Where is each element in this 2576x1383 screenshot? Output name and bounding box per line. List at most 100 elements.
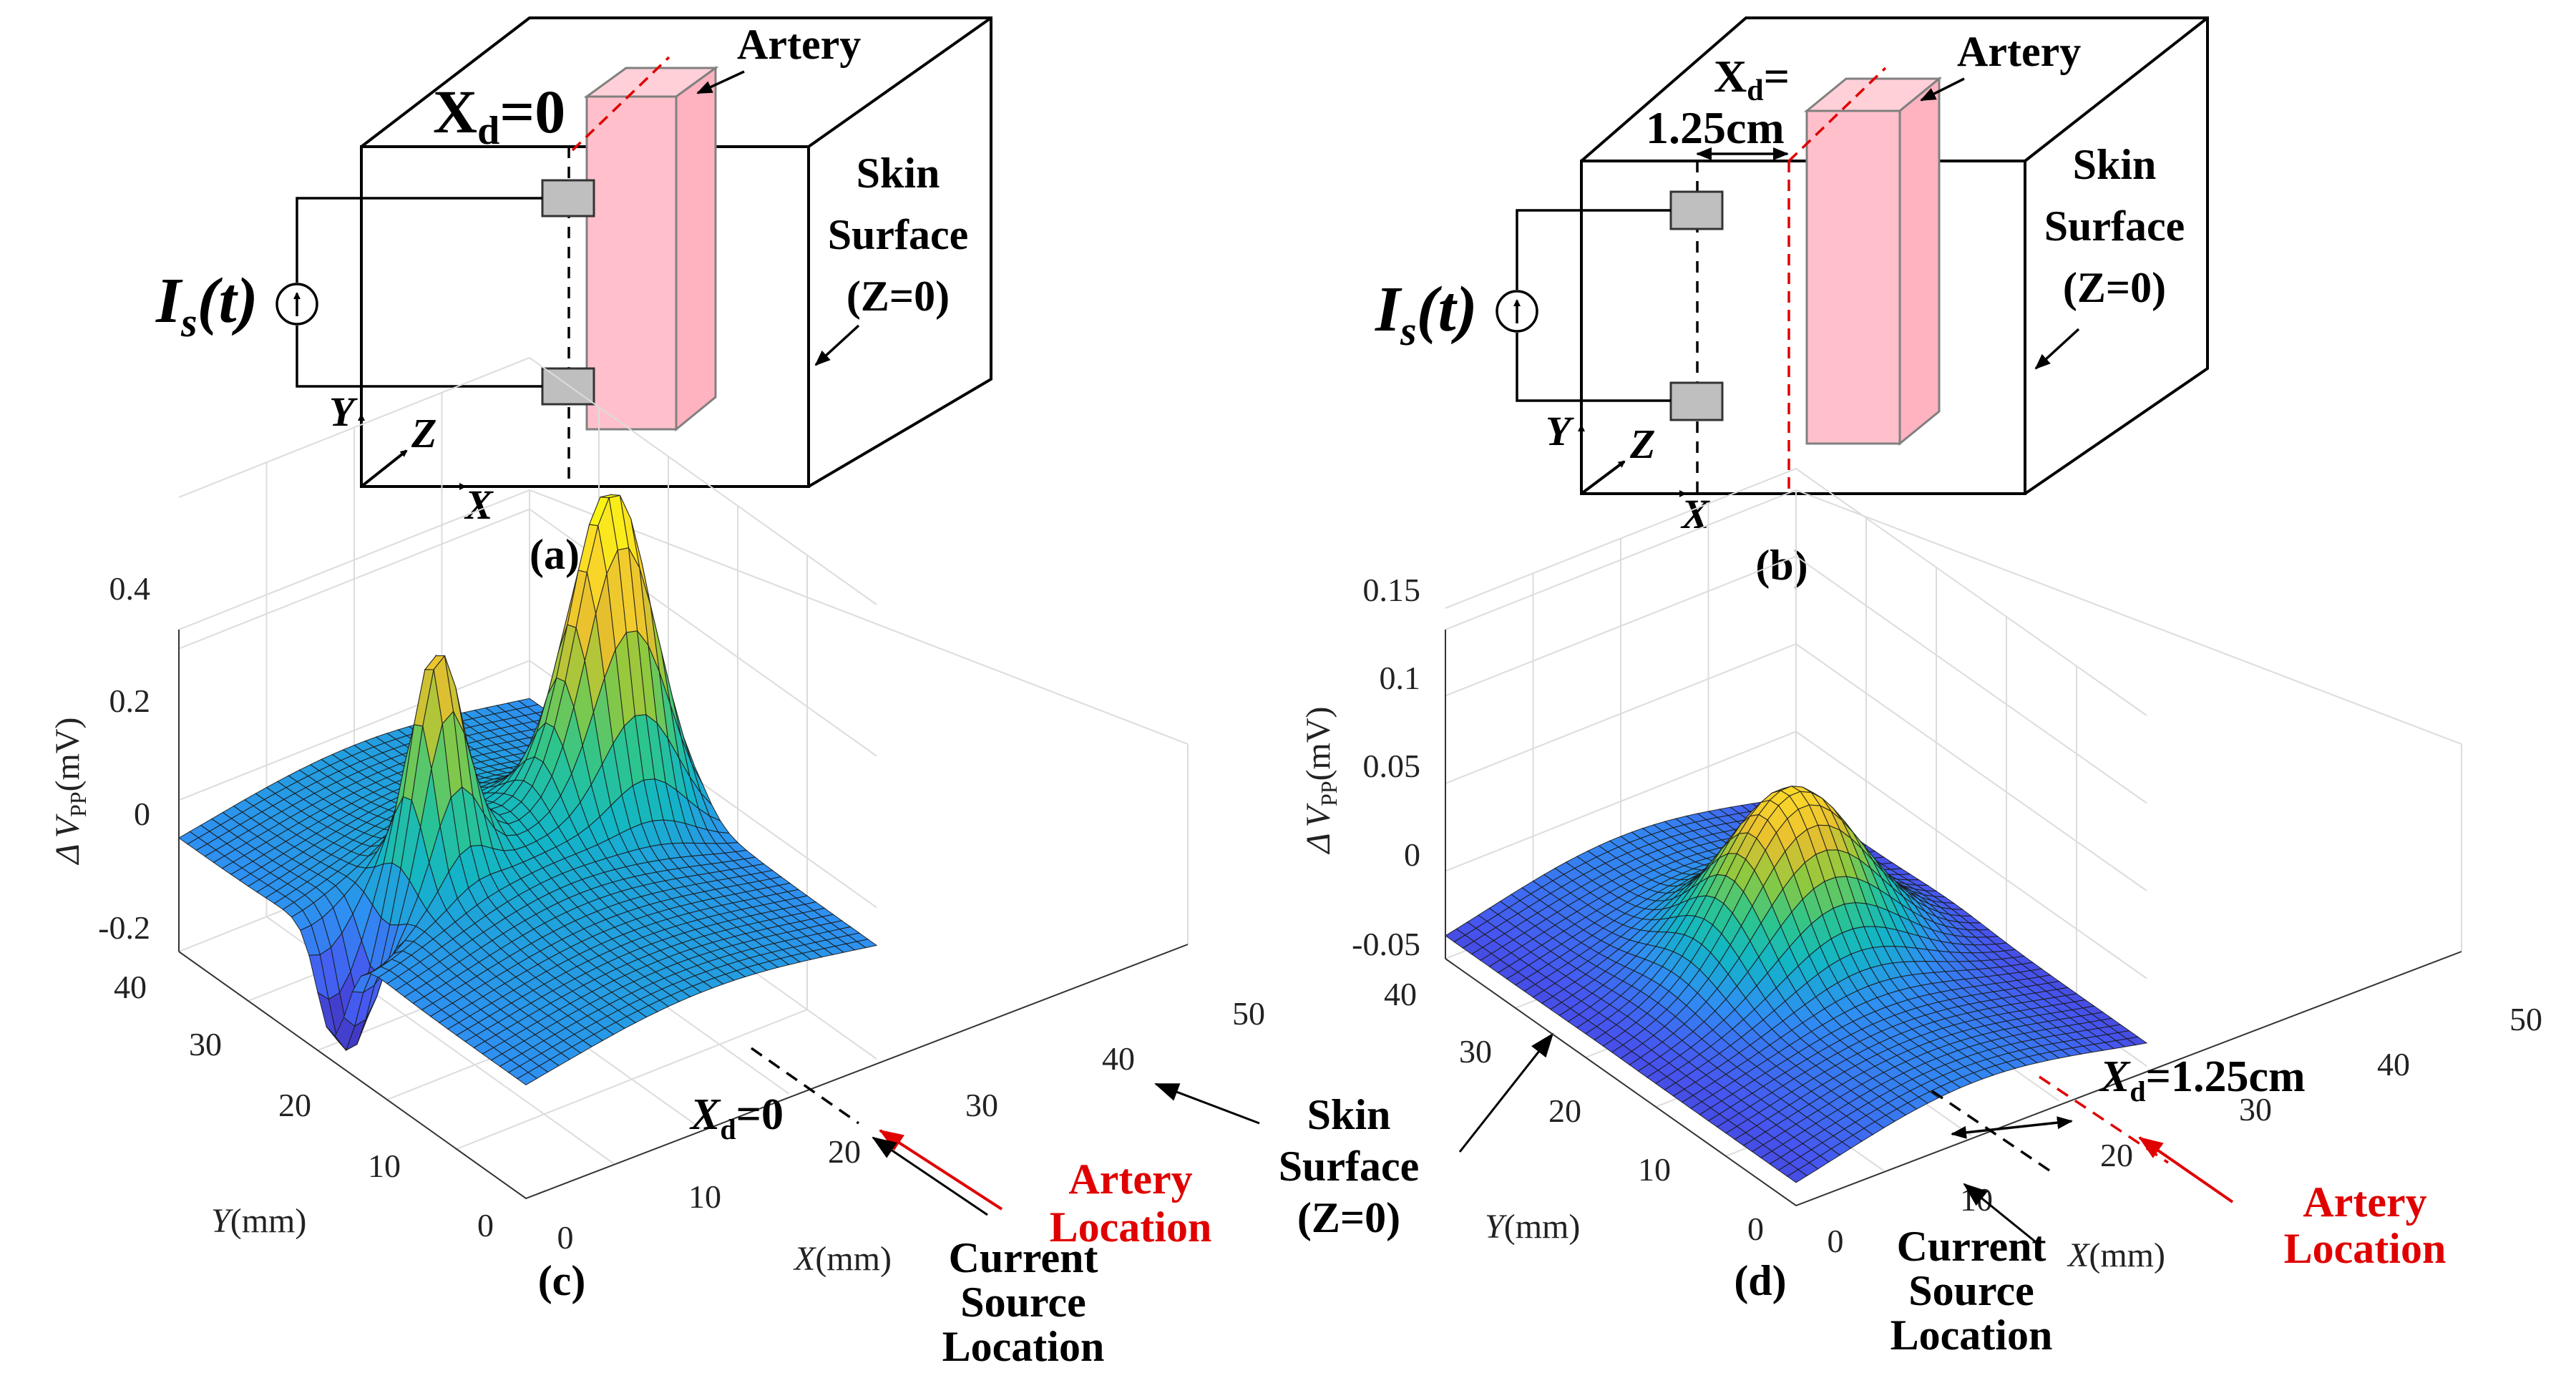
- source-loc-d-3: Location: [1890, 1311, 2053, 1359]
- ytick-c-4: 0: [477, 1207, 494, 1243]
- cube-back-edges: [1580, 16, 2209, 495]
- xtick-c-5: 50: [1232, 995, 1265, 1032]
- artery-dashed-line-top: [1787, 67, 1887, 162]
- surface-mesh-c: [177, 493, 878, 1085]
- artery-dashed-line: [571, 56, 670, 152]
- ztick-c-1: 0.2: [109, 683, 151, 719]
- cube-back-edges: [360, 16, 992, 488]
- caption-c: (c): [538, 1257, 586, 1304]
- artery-loc-d-1: Artery: [2303, 1178, 2426, 1226]
- ztick-d-2: 0.05: [1363, 748, 1421, 784]
- source-loc-c-1: Current: [949, 1234, 1098, 1281]
- xd-label-b: Xd=: [1714, 51, 1790, 107]
- xlabel-c: X(mm): [793, 1240, 892, 1278]
- electrode-bottom: [1669, 381, 1724, 421]
- zlabel-d: ΔVPP(mV): [1299, 706, 1342, 854]
- xtick-c-0: 0: [557, 1219, 574, 1256]
- skin-arrow-middle-right: [1458, 1032, 1554, 1153]
- xtick-d-1: 10: [1960, 1181, 1993, 1218]
- artery-label-a: Artery: [737, 21, 861, 68]
- front-axes-c: [178, 944, 1189, 1200]
- ztick-c-0: 0.4: [109, 570, 151, 607]
- skin-label-a-3: (Z=0): [847, 273, 950, 320]
- ylabel-d: Y(mm): [1485, 1208, 1580, 1246]
- axis-z-arrow-b: [1580, 460, 1626, 495]
- zlabel-c: ΔVPP(mV): [49, 717, 91, 865]
- ytick-d-4: 0: [1747, 1211, 1764, 1247]
- ytick-c-1: 30: [189, 1026, 222, 1062]
- caption-a: (a): [530, 531, 580, 578]
- source-line-c: [750, 1047, 860, 1125]
- ztick-c-2: 0: [134, 796, 150, 832]
- axis-z-label-b: Z: [1629, 421, 1655, 467]
- surface-mesh-d: [1445, 786, 2148, 1183]
- electrode-top: [541, 179, 595, 218]
- artery-arrow-a: [696, 70, 745, 94]
- source-arrow-d: [1963, 1183, 2040, 1246]
- skin-middle-1: Skin: [1307, 1091, 1391, 1138]
- ztick-d-3: 0: [1404, 836, 1420, 873]
- source-loc-c-3: Location: [942, 1323, 1105, 1370]
- artery-arrow-d: [2138, 1136, 2234, 1203]
- artery-prism: [1803, 76, 1943, 446]
- ztick-d-4: -0.05: [1352, 926, 1420, 962]
- electrode-top: [1669, 190, 1724, 230]
- skin-arrow-middle-left: [1154, 1083, 1260, 1125]
- xtick-d-2: 20: [2100, 1137, 2133, 1173]
- xtick-d-5: 50: [2509, 1001, 2542, 1037]
- artery-loc-d-2: Location: [2284, 1225, 2446, 1272]
- source-label-b: Is(t): [1375, 274, 1478, 354]
- artery-prism: [583, 66, 719, 432]
- source-arrow-c: [872, 1136, 988, 1216]
- artery-loc-c-1: Artery: [1068, 1155, 1192, 1203]
- front-axes-d: [1445, 951, 2462, 1207]
- xd-label-a: Xd=0: [433, 77, 565, 153]
- diagram-b: Is(t) Xd= 1.25cm Artery Skin Surface (Z=…: [1375, 16, 2209, 589]
- ztick-d-1: 0.1: [1380, 660, 1421, 696]
- skin-label-a-2: Surface: [828, 211, 969, 258]
- source-loc-d-2: Source: [1908, 1267, 2034, 1314]
- artery-arrow-c: [879, 1129, 1003, 1211]
- source-line-d: [1931, 1090, 2054, 1175]
- ylabel-c: Y(mm): [211, 1202, 306, 1240]
- ytick-c-0: 40: [114, 969, 147, 1005]
- xtick-c-4: 40: [1102, 1040, 1135, 1077]
- axis-z-arrow-a: [360, 449, 408, 488]
- axis-z-label-a: Z: [411, 410, 436, 456]
- source-loc-c-2: Source: [960, 1279, 1086, 1326]
- ytick-d-3: 10: [1638, 1151, 1671, 1188]
- ytick-d-0: 40: [1384, 976, 1417, 1012]
- xd-value-b: 1.25cm: [1646, 102, 1785, 153]
- xd-dimension-arrow-d: [1951, 1116, 2073, 1139]
- ztick-d-0: 0.15: [1363, 572, 1421, 608]
- caption-b: (b): [1755, 542, 1807, 589]
- skin-middle-2: Surface: [1279, 1143, 1420, 1190]
- xlabel-d: X(mm): [2067, 1236, 2165, 1274]
- xtick-d-4: 40: [2377, 1046, 2410, 1083]
- electrode-bottom: [541, 367, 595, 406]
- xtick-d-0: 0: [1828, 1223, 1844, 1259]
- xd-label-c: Xd=0: [689, 1090, 784, 1145]
- skin-label-b-3: (Z=0): [2063, 264, 2166, 311]
- skin-label-b-1: Skin: [2073, 141, 2157, 188]
- circuit-wires: [1516, 209, 1671, 402]
- axis-x-label-a: X: [464, 482, 494, 528]
- artery-arrow-b: [1920, 77, 1965, 102]
- xtick-c-1: 10: [688, 1178, 721, 1215]
- source-label-a: Is(t): [155, 265, 258, 346]
- artery-loc-c-2: Location: [1050, 1203, 1212, 1251]
- caption-d: (d): [1734, 1257, 1786, 1304]
- axis-y-label-b: Y: [1546, 408, 1574, 454]
- source-loc-d-1: Current: [1897, 1223, 2046, 1270]
- artery-label-b: Artery: [1957, 28, 2081, 75]
- circuit-wires: [296, 197, 542, 388]
- ytick-d-1: 30: [1459, 1033, 1492, 1070]
- skin-label-b-2: Surface: [2044, 202, 2185, 250]
- ztick-c-3: -0.2: [98, 909, 150, 946]
- surface-plot-c: 0.4 0.2 0 -0.2 40 30 20 10 0 0 10 20 30 …: [49, 356, 1265, 1370]
- ytick-d-2: 20: [1548, 1093, 1581, 1129]
- skin-annotation-middle: Skin Surface (Z=0): [1154, 1032, 1554, 1241]
- skin-arrow-b: [2034, 328, 2080, 370]
- xtick-c-3: 30: [965, 1087, 998, 1123]
